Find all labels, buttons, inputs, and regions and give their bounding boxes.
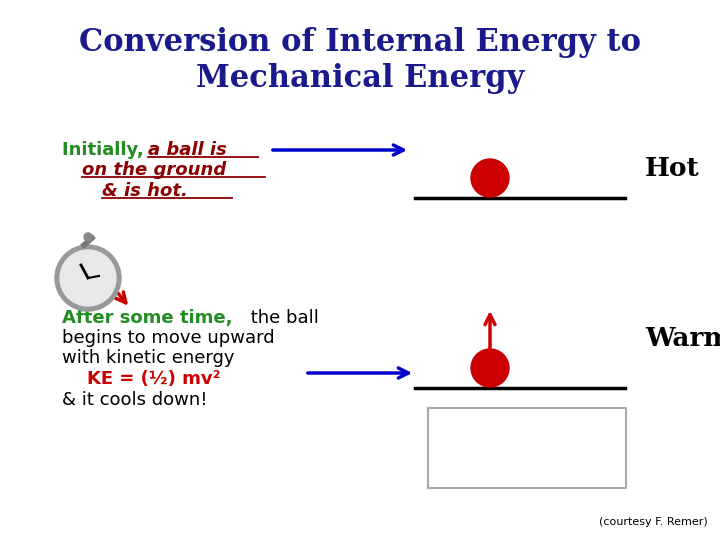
- Text: & it cools down!: & it cools down!: [62, 391, 207, 409]
- Circle shape: [471, 159, 509, 197]
- Bar: [428, 408, 626, 488]
- Circle shape: [55, 245, 121, 311]
- Text: begins to move upward: begins to move upward: [62, 329, 274, 347]
- Text: (courtesy F. Remer): (courtesy F. Remer): [599, 517, 708, 527]
- Text: Mechanical Energy: Mechanical Energy: [196, 63, 524, 93]
- Text: with kinetic energy: with kinetic energy: [62, 349, 235, 367]
- Text: Hot: Hot: [645, 156, 700, 180]
- Text: Conversion of Internal Energy to: Conversion of Internal Energy to: [79, 26, 641, 57]
- Text: & is hot.: & is hot.: [102, 182, 188, 200]
- Text: on the ground: on the ground: [82, 161, 226, 179]
- Circle shape: [60, 250, 116, 306]
- Text: Decreases!!: Decreases!!: [457, 445, 597, 465]
- Text: Initially,: Initially,: [62, 141, 150, 159]
- Text: a ball is: a ball is: [148, 141, 227, 159]
- Text: Warm: Warm: [645, 326, 720, 350]
- Text: KE = (½) mv²: KE = (½) mv²: [62, 370, 220, 388]
- Circle shape: [84, 233, 92, 241]
- Circle shape: [471, 349, 509, 387]
- Text: After some time,: After some time,: [62, 309, 233, 327]
- Text: The Entropy: The Entropy: [456, 420, 598, 440]
- Text: the ball: the ball: [245, 309, 319, 327]
